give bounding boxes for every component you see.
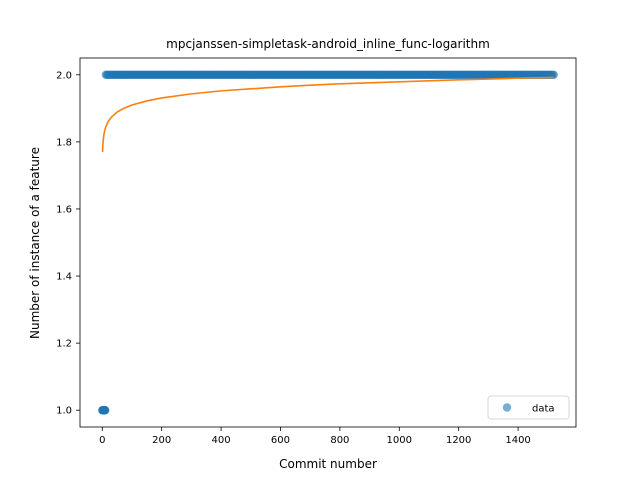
legend-box [487, 395, 570, 420]
x-axis-title: Commit number [279, 457, 377, 471]
legend-label: data [532, 404, 555, 415]
legend: data [487, 395, 570, 420]
legend-marker [502, 403, 512, 412]
series-data [98, 70, 558, 415]
x-axis: 0 200 400 600 800 1000 1200 1400 [99, 427, 531, 446]
x-tick-label: 600 [271, 435, 290, 446]
x-tick-label: 200 [152, 435, 171, 446]
axes-frame [79, 57, 577, 428]
chart-title: mpcjanssen-simpletask-android_inline_fun… [166, 37, 490, 51]
y-tick-label: 1.0 [56, 406, 72, 417]
x-tick-label: 800 [330, 435, 349, 446]
x-tick-label: 1400 [505, 435, 530, 446]
y-tick-label: 1.2 [56, 339, 72, 350]
y-tick-label: 1.8 [56, 137, 72, 148]
data-point [101, 406, 110, 415]
y-axis-title: Number of instance of a feature [28, 147, 42, 339]
fit-line [101, 76, 554, 152]
x-tick-label: 400 [212, 435, 231, 446]
x-tick-label: 1000 [387, 435, 412, 446]
x-tick-label: 1200 [446, 435, 471, 446]
y-axis: 1.0 1.2 1.4 1.6 1.8 2.0 [56, 70, 80, 417]
y-tick-label: 1.4 [56, 272, 72, 283]
plot-area [98, 70, 558, 415]
y-tick-label: 2.0 [56, 70, 72, 81]
x-tick-label: 0 [99, 435, 105, 446]
y-tick-label: 1.6 [56, 204, 72, 215]
